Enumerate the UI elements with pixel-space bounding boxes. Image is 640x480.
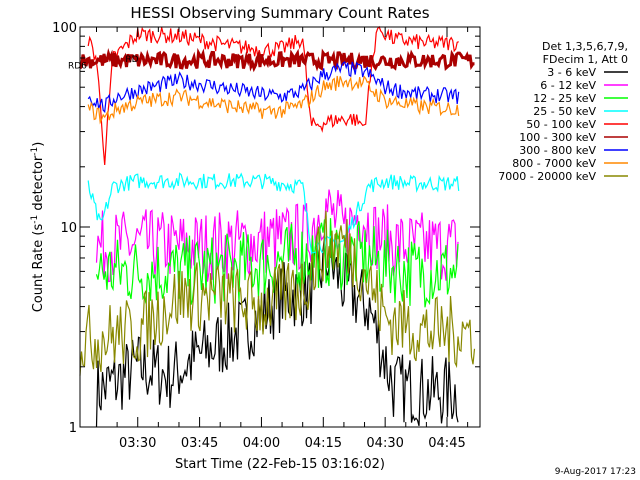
legend-header-1: FDecim 1, Att 0: [543, 53, 628, 66]
legend-label-6: 300 - 800 keV: [519, 144, 596, 157]
y-tick-label-2: 100: [52, 21, 77, 36]
legend-label-0: 3 - 6 keV: [547, 66, 596, 79]
x-tick-label-4: 04:30: [366, 436, 403, 451]
legend: Det 1,3,5,6,7,9,FDecim 1, Att 03 - 6 keV…: [498, 40, 628, 183]
y-tick-label-1: 10: [60, 221, 77, 236]
axis-ticks: 1 10 100 03:30 03:45 04:00 04:15 04:30 04:45: [52, 21, 480, 451]
legend-label-5: 100 - 300 keV: [519, 131, 596, 144]
legend-label-3: 25 - 50 keV: [533, 105, 596, 118]
y-axis-label-main: Count Rate (s: [31, 224, 46, 313]
y-axis-label: Count Rate (s-1 detector-1): [30, 142, 46, 313]
y-axis-label-middle: detector: [31, 155, 46, 215]
legend-label-7: 800 - 7000 keV: [512, 157, 596, 170]
legend-label-2: 12 - 25 keV: [533, 92, 596, 105]
series-line-2: [95, 218, 459, 308]
legend-label-4: 50 - 100 keV: [526, 118, 596, 131]
x-tick-label-1: 03:45: [181, 436, 218, 451]
series-line-5: [78, 47, 475, 73]
y-axis-label-close: ): [31, 142, 46, 147]
annotation-0: RD6: [68, 61, 87, 71]
x-tick-label-3: 04:15: [305, 436, 342, 451]
series-line-7: [87, 75, 460, 125]
annotation-1: RD: [125, 55, 138, 65]
y-tick-label-0: 1: [69, 421, 77, 436]
series-line-3: [87, 172, 460, 255]
plot-area: RD6 RD: [68, 25, 476, 428]
x-tick-label-0: 03:30: [119, 436, 156, 451]
chart-title: HESSI Observing Summary Count Rates: [130, 4, 429, 22]
series-line-8: [79, 210, 476, 376]
x-axis-label: Start Time (22-Feb-15 03:16:02): [175, 457, 385, 472]
legend-header-0: Det 1,3,5,6,7,9,: [542, 40, 628, 53]
x-tick-label-5: 04:45: [428, 436, 465, 451]
series-line-1: [95, 189, 459, 283]
series-line-6: [87, 61, 460, 114]
series-line-4: [87, 25, 459, 165]
y-axis-label-superscript-2: -1: [30, 147, 40, 156]
legend-label-8: 7000 - 20000 keV: [498, 170, 596, 183]
footer-date: 9-Aug-2017 17:23: [555, 467, 636, 477]
legend-label-1: 6 - 12 keV: [540, 79, 596, 92]
x-tick-label-2: 04:00: [243, 436, 280, 451]
y-axis-label-superscript: -1: [30, 215, 40, 224]
